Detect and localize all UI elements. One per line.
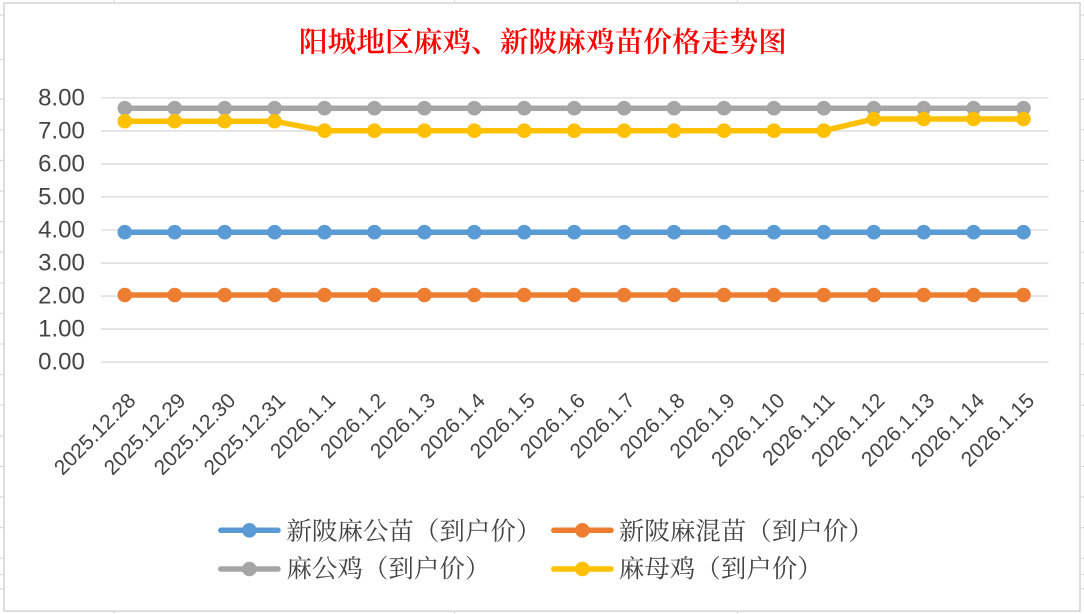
svg-text:2.00: 2.00 <box>38 283 85 310</box>
svg-text:3.00: 3.00 <box>38 250 85 277</box>
svg-text:4.00: 4.00 <box>38 217 85 244</box>
svg-text:5.00: 5.00 <box>38 184 85 211</box>
svg-text:8.00: 8.00 <box>38 85 85 112</box>
svg-text:0.00: 0.00 <box>38 349 85 376</box>
svg-text:1.00: 1.00 <box>38 316 85 343</box>
svg-text:7.00: 7.00 <box>38 118 85 145</box>
svg-text:6.00: 6.00 <box>38 151 85 178</box>
